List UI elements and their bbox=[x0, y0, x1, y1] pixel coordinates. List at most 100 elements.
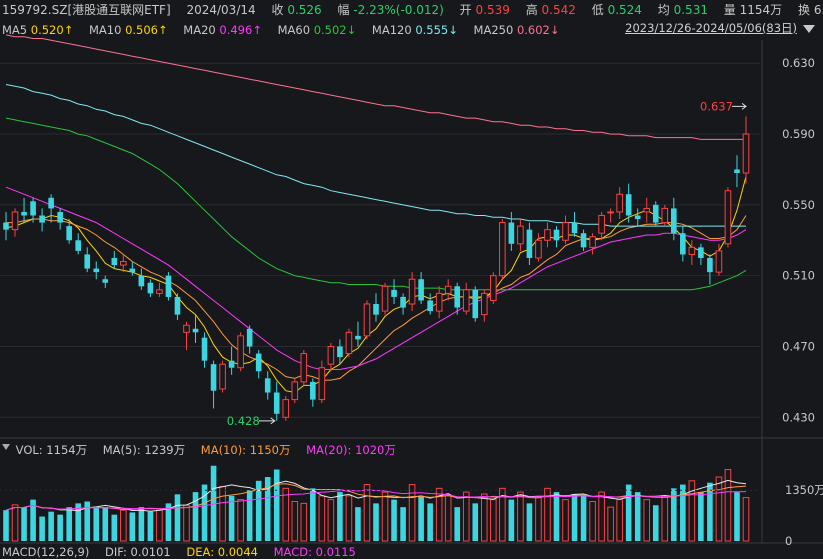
candle-body bbox=[237, 335, 244, 369]
volume-bar bbox=[571, 493, 578, 541]
vol-legend-value: VOL: 1154万 bbox=[15, 443, 88, 457]
low-label: 低 bbox=[591, 3, 604, 17]
candle-body bbox=[400, 296, 406, 308]
candle bbox=[228, 346, 235, 375]
volume-tick-label: 0 bbox=[785, 534, 792, 548]
candle-body bbox=[742, 133, 750, 174]
volume-bar bbox=[210, 465, 217, 541]
candle bbox=[381, 282, 389, 315]
volume-bar bbox=[219, 485, 226, 542]
volume-bar bbox=[688, 480, 696, 542]
candle-body bbox=[553, 229, 560, 241]
volume-bar bbox=[174, 494, 181, 541]
volume-bar bbox=[21, 507, 27, 541]
candle bbox=[291, 378, 299, 404]
price-tick-label: 0.550 bbox=[782, 198, 815, 212]
candle bbox=[138, 268, 145, 290]
candle-body bbox=[3, 222, 9, 230]
candle-body bbox=[327, 345, 335, 365]
candle-body bbox=[661, 207, 669, 224]
change-value: -2.23%(-0.012) bbox=[353, 3, 444, 17]
candle bbox=[625, 183, 632, 223]
candle-body bbox=[111, 257, 118, 266]
price-tick-label: 0.470 bbox=[782, 339, 815, 353]
candle-body bbox=[84, 254, 91, 269]
candle bbox=[571, 211, 578, 237]
candle bbox=[553, 226, 560, 248]
vol-ma10-line bbox=[5, 483, 747, 511]
candle-body bbox=[39, 215, 45, 223]
volume-bar bbox=[589, 501, 596, 542]
volume-bar bbox=[102, 507, 109, 541]
candle bbox=[435, 286, 443, 319]
candle bbox=[255, 350, 262, 379]
candle bbox=[462, 282, 470, 315]
candle-body bbox=[499, 222, 506, 277]
candle-body bbox=[120, 261, 127, 266]
candle-body bbox=[680, 233, 686, 255]
volume-bar bbox=[643, 499, 651, 542]
volume-bar bbox=[742, 497, 750, 542]
volume-bar bbox=[400, 507, 406, 541]
volume-bar bbox=[237, 499, 244, 542]
candle bbox=[327, 342, 335, 372]
ma10-line bbox=[6, 215, 747, 381]
vol-ma5-legend: MA(5): 1239万 bbox=[102, 443, 186, 457]
candle bbox=[444, 279, 452, 301]
candle bbox=[427, 293, 433, 315]
volume-bar bbox=[156, 509, 163, 542]
candle bbox=[165, 272, 172, 301]
candle-body bbox=[724, 190, 732, 245]
candle bbox=[480, 289, 488, 322]
candle-body bbox=[517, 225, 524, 245]
ma10-legend: MA10 0.506↑ bbox=[88, 23, 168, 37]
ma20-line bbox=[5, 186, 747, 370]
volume-bar bbox=[363, 484, 371, 542]
volume-bar bbox=[562, 499, 569, 542]
candle-body bbox=[698, 247, 704, 258]
vol-ma5-line bbox=[5, 479, 747, 512]
candle bbox=[237, 332, 244, 372]
volume-bar bbox=[11, 504, 19, 542]
ma120-line bbox=[5, 84, 746, 227]
candle-body bbox=[318, 367, 326, 401]
volume-bar bbox=[435, 487, 443, 542]
candle bbox=[273, 381, 280, 421]
volume-bar bbox=[84, 501, 91, 541]
ma60-line bbox=[5, 117, 747, 291]
high-arrow-icon bbox=[732, 102, 747, 110]
candle bbox=[363, 300, 371, 340]
volume-bar bbox=[472, 503, 479, 541]
candle-body bbox=[219, 363, 226, 390]
candle bbox=[93, 261, 100, 280]
macd-value: MACD: 0.0115 bbox=[273, 545, 356, 559]
candle bbox=[120, 254, 127, 273]
candle bbox=[715, 243, 723, 276]
ma120-legend: MA120 0.555↓ bbox=[371, 23, 458, 37]
candle bbox=[201, 332, 208, 368]
candle bbox=[264, 371, 271, 400]
volume-bar bbox=[707, 482, 713, 541]
volume-bar bbox=[544, 487, 551, 542]
candle-body bbox=[93, 268, 100, 273]
candle-body bbox=[291, 381, 299, 401]
volume-bar bbox=[598, 491, 605, 542]
volume-bar bbox=[246, 490, 253, 541]
candle bbox=[219, 360, 226, 393]
candle bbox=[526, 222, 533, 266]
volume-bar bbox=[652, 505, 659, 541]
candle-body bbox=[616, 193, 623, 213]
collapse-icon[interactable] bbox=[2, 444, 10, 450]
volume-bar bbox=[39, 516, 45, 541]
candle bbox=[84, 247, 91, 273]
ma-legend: MA5 0.520↑ MA10 0.506↑ MA20 0.496↑ MA60 … bbox=[0, 20, 823, 40]
candle-body bbox=[138, 275, 145, 287]
candle bbox=[102, 275, 109, 289]
candle bbox=[183, 321, 190, 351]
date-range-selector[interactable]: 2023/12/26-2024/05/06(83日) bbox=[625, 21, 797, 35]
chevron-down-icon[interactable] bbox=[803, 25, 815, 33]
volume-bar bbox=[75, 503, 81, 541]
volume-bar bbox=[201, 484, 208, 541]
volume-bar bbox=[526, 503, 533, 541]
